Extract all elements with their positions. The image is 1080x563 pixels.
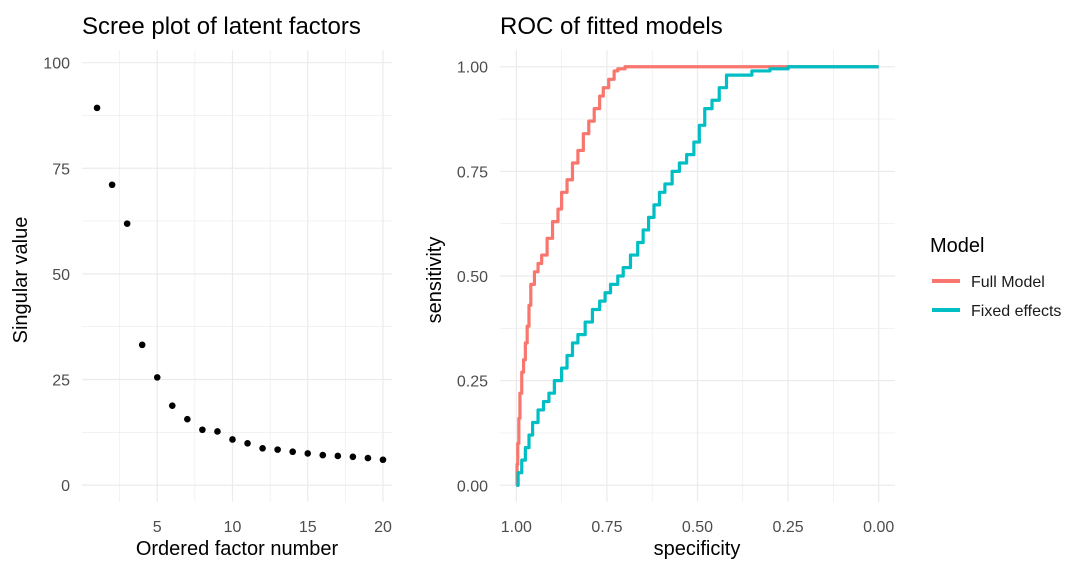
- scree-point: [259, 445, 266, 452]
- roc-y-tick-label: 0.50: [457, 269, 488, 286]
- roc-y-tick-label: 0.25: [457, 374, 488, 391]
- roc-x-axis-title: specificity: [654, 538, 741, 560]
- scree-point: [123, 220, 131, 227]
- scree-point: [349, 453, 357, 461]
- scree-point: [184, 415, 191, 423]
- roc-y-tick-labels: 0.00 0.25 0.50 0.75 1.00: [457, 60, 488, 496]
- roc-x-tick-label: 0.75: [591, 519, 622, 536]
- scree-point: [379, 456, 387, 464]
- scree-point: [108, 181, 116, 189]
- scree-plot-panel: [82, 50, 392, 502]
- roc-x-tick-labels: 1.00 0.75 0.50 0.25 0.00: [501, 519, 895, 536]
- scree-x-tick-label: 15: [299, 519, 317, 536]
- roc-plot: 1.00 0.75 0.50 0.25 0.00 0.000.250.500.751.0…: [424, 13, 895, 560]
- scree-point: [319, 451, 327, 459]
- roc-line-full-model: [515, 65, 879, 487]
- roc-y-tick-label: 0.00: [457, 478, 488, 495]
- roc-plot-title: ROC of fitted models: [500, 13, 723, 40]
- roc-x-tick-label: 1.00: [501, 519, 532, 536]
- scree-plot-title: Scree plot of latent factors: [82, 13, 361, 40]
- scree-point: [304, 450, 312, 457]
- scree-point: [153, 374, 161, 381]
- scree-x-tick-label: 20: [374, 519, 392, 536]
- roc-x-tick-label: 0.50: [682, 519, 713, 536]
- scree-y-tick-label: 25: [52, 372, 70, 389]
- roc-y-axis-title: sensitivity: [424, 237, 446, 324]
- scree-x-tick-label: 10: [224, 519, 242, 536]
- roc-line-fixed-effects: [516, 65, 879, 487]
- scree-x-tick-labels: 5 10 15 20: [153, 519, 392, 536]
- scree-points: [93, 104, 387, 464]
- scree-point: [168, 402, 176, 409]
- scree-point: [334, 452, 342, 460]
- scree-y-tick-label: 75: [52, 161, 70, 178]
- scree-plot: 5 10 15 20 0 25 50 75 100 Scree plot of latent …: [10, 13, 392, 560]
- legend-label-fixed-effects: Fixed effects: [971, 303, 1061, 320]
- roc-x-tick-label: 0.25: [773, 519, 804, 536]
- scree-y-tick-labels: 0 25 50 75 100: [43, 56, 70, 495]
- roc-legend: Model Full Model Fixed effects: [930, 235, 1061, 320]
- roc-y-tick-label: 0.75: [457, 164, 488, 181]
- scree-point: [229, 436, 236, 443]
- scree-point: [93, 104, 101, 112]
- roc-lines: [515, 65, 879, 487]
- scree-gridlines: [82, 50, 392, 502]
- scree-x-tick-label: 5: [153, 519, 162, 536]
- roc-x-tick-label: 0.00: [863, 519, 894, 536]
- scree-y-tick-label: 0: [61, 478, 70, 495]
- legend-label-full-model: Full Model: [971, 274, 1045, 291]
- scree-y-tick-label: 100: [43, 56, 70, 73]
- scree-point: [199, 426, 206, 434]
- scree-point: [244, 439, 251, 447]
- legend-title: Model: [930, 235, 984, 257]
- scree-x-axis-title: Ordered factor number: [136, 538, 339, 560]
- roc-y-tick-label: 1.00: [457, 60, 488, 77]
- scree-point: [274, 446, 281, 453]
- scree-y-axis-title: Singular value: [10, 217, 32, 344]
- scree-point: [214, 428, 221, 435]
- roc-gridlines: [500, 50, 895, 502]
- scree-point: [289, 448, 296, 456]
- scree-point: [138, 341, 146, 349]
- scree-y-tick-label: 50: [52, 267, 70, 284]
- scree-point: [364, 454, 372, 462]
